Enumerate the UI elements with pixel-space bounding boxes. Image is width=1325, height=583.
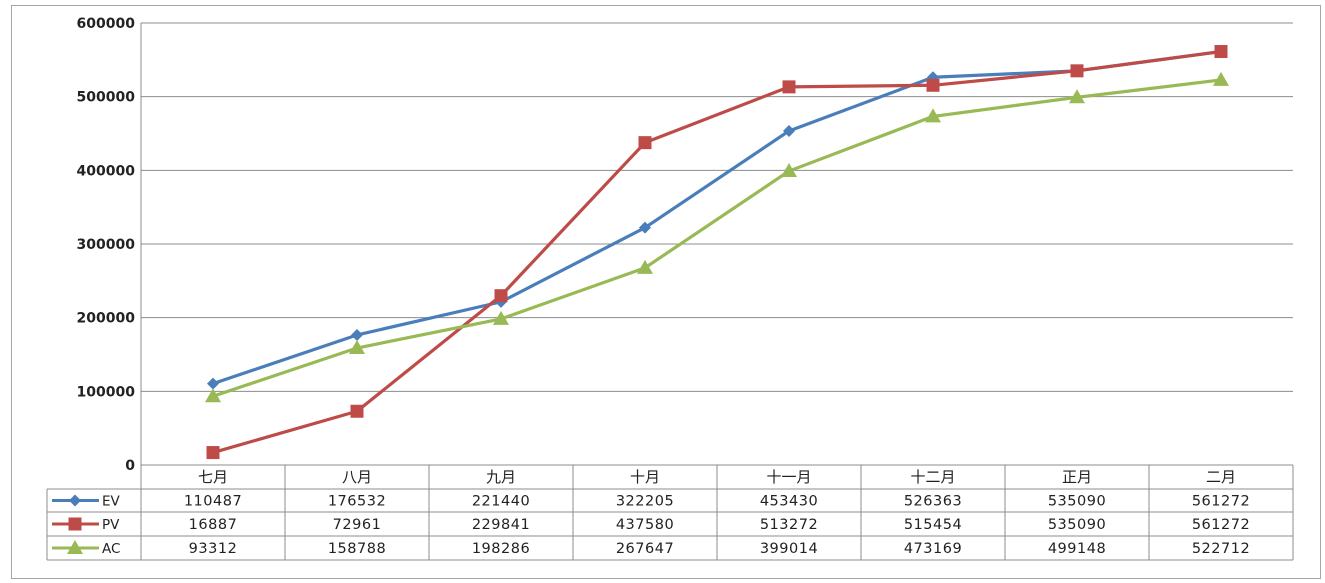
y-axis: 0 100000 200000 300000 400000 500000 600000 [77,16,136,474]
table-cell: 229841 [472,517,530,533]
table-cell: 499148 [1048,541,1106,557]
table-cell: 110487 [184,494,242,510]
data-point [638,136,652,150]
legend-label: AC [102,541,120,557]
data-point [349,340,365,355]
table-cell: 176532 [328,494,386,510]
square-marker-icon [68,517,82,531]
data-point [351,328,363,341]
data-point [1214,45,1228,59]
table-cell: 515454 [904,517,962,533]
y-tick-label: 300000 [77,237,136,253]
data-point [925,108,941,123]
triangle-marker-icon [67,540,83,554]
series-pv [206,45,1228,460]
data-point [639,221,651,234]
data-table: 七月 八月 九月 十月 十一月 十二月 正月 二月 EV 110487 176532 221440 32… [46,464,1294,561]
data-point [494,289,508,303]
x-tick-label: 九月 [486,468,516,486]
y-tick-label: 200000 [77,311,136,327]
legend-key-pv [52,517,99,531]
series-lines [205,45,1229,460]
table-cell: 72961 [333,517,382,533]
data-point [782,80,796,94]
data-point [1070,64,1084,78]
table-cell: 221440 [472,494,530,510]
y-tick-label: 100000 [77,384,136,400]
table-cell: 158788 [328,541,386,557]
table-cell: 267647 [616,541,674,557]
data-point [783,124,795,137]
series-line [212,49,1222,455]
legend-key-ac [52,540,99,554]
data-point [205,388,221,403]
x-tick-label: 二月 [1206,468,1236,486]
table-cell: 535090 [1048,517,1106,533]
table-cell: 198286 [472,541,530,557]
table-cell: 399014 [760,541,818,557]
table-cell: 561272 [1192,517,1250,533]
data-point [1069,89,1085,104]
data-point [926,78,940,92]
table-cell: 535090 [1048,494,1106,510]
table-cell: 453430 [760,494,818,510]
legend-label: PV [102,517,120,533]
x-tick-label: 十月 [630,468,660,486]
data-point [1213,71,1229,86]
table-cell: 437580 [616,517,674,533]
series-ac [205,71,1229,403]
table-cell: 93312 [189,541,238,557]
x-tick-label: 七月 [198,468,228,486]
y-tick-label: 400000 [77,163,136,179]
x-tick-label: 十二月 [910,468,955,486]
x-tick-label: 正月 [1062,468,1092,486]
legend-label: EV [102,494,121,510]
diamond-marker-icon [69,494,81,507]
table-cell: 16887 [189,517,238,533]
data-point [493,310,509,325]
data-point [350,404,364,418]
chart-frame [11,5,1321,579]
table-cell: 473169 [904,541,962,557]
x-tick-label: 八月 [342,468,372,486]
data-point [637,259,653,274]
data-point [781,163,797,178]
y-tick-label: 500000 [77,90,136,106]
table-cell: 513272 [760,517,818,533]
y-tick-label: 0 [125,458,135,474]
data-point [207,377,219,390]
y-tick-label: 600000 [77,16,136,32]
table-cell: 526363 [904,494,962,510]
series-line [212,78,1222,398]
table-cell: 322205 [616,494,674,510]
data-point [206,446,220,460]
table-cell: 522712 [1192,541,1250,557]
x-tick-label: 十一月 [766,468,811,486]
table-cell: 561272 [1192,494,1250,510]
legend-key-ev [52,494,99,507]
gridlines [140,22,1293,466]
